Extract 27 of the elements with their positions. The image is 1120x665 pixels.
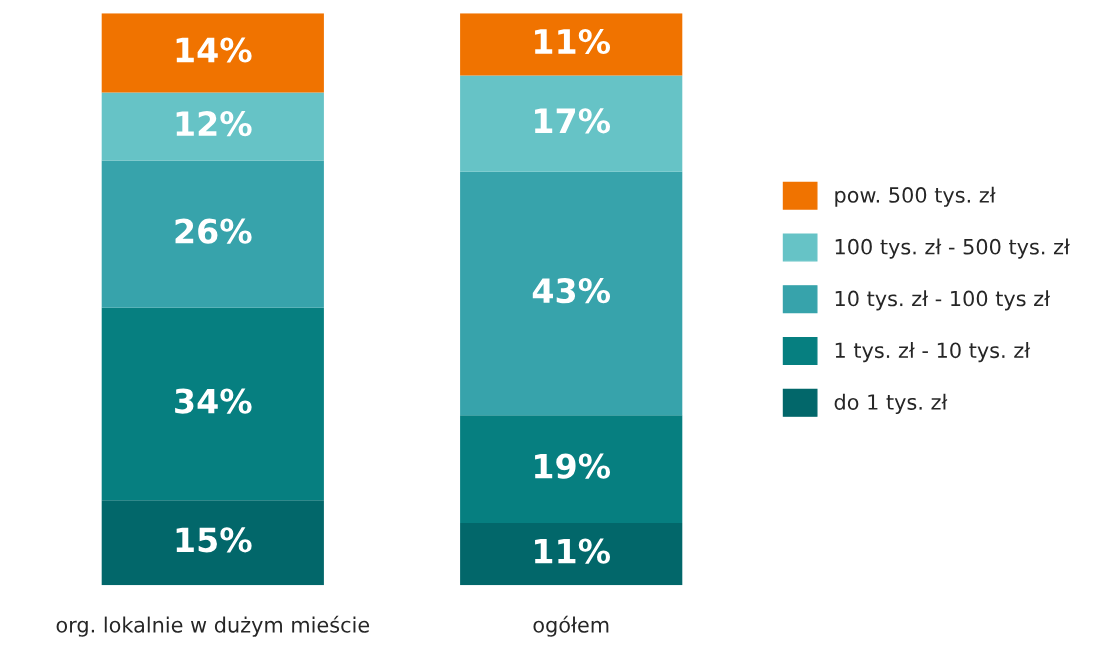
x-tick-label: org. lokalnie w dużym mieście xyxy=(56,615,370,637)
data-label: 11% xyxy=(535,28,611,55)
bar xyxy=(101,500,324,586)
bar xyxy=(101,307,324,501)
data-label: 26% xyxy=(175,218,252,244)
legend-label: 100 tys. zł - 500 tys. zł xyxy=(835,238,1070,259)
x-tick-label: ogółem xyxy=(533,615,609,637)
legend-label: 1 tys. zł - 10 tys. zł xyxy=(835,342,1031,363)
legend-label: do 1 tys. zł xyxy=(834,393,948,414)
bar xyxy=(101,92,324,161)
bar xyxy=(460,75,683,172)
data-label: 14% xyxy=(176,37,252,63)
bar xyxy=(460,522,683,586)
bar xyxy=(460,13,683,76)
legend-label: pow. 500 tys. zł xyxy=(835,186,996,207)
data-label: 17% xyxy=(535,108,611,134)
data-label: 15% xyxy=(176,527,252,553)
bar xyxy=(101,160,324,308)
bar xyxy=(460,171,683,416)
legend-label: 10 tys. zł - 100 tys zł xyxy=(835,290,1051,311)
data-label: 11% xyxy=(535,538,611,564)
data-label: 19% xyxy=(535,453,611,479)
data-label: 12% xyxy=(176,111,252,137)
bar xyxy=(101,13,324,93)
bar xyxy=(460,415,683,523)
data-label: 34% xyxy=(175,388,252,414)
data-label: 43% xyxy=(532,278,611,304)
